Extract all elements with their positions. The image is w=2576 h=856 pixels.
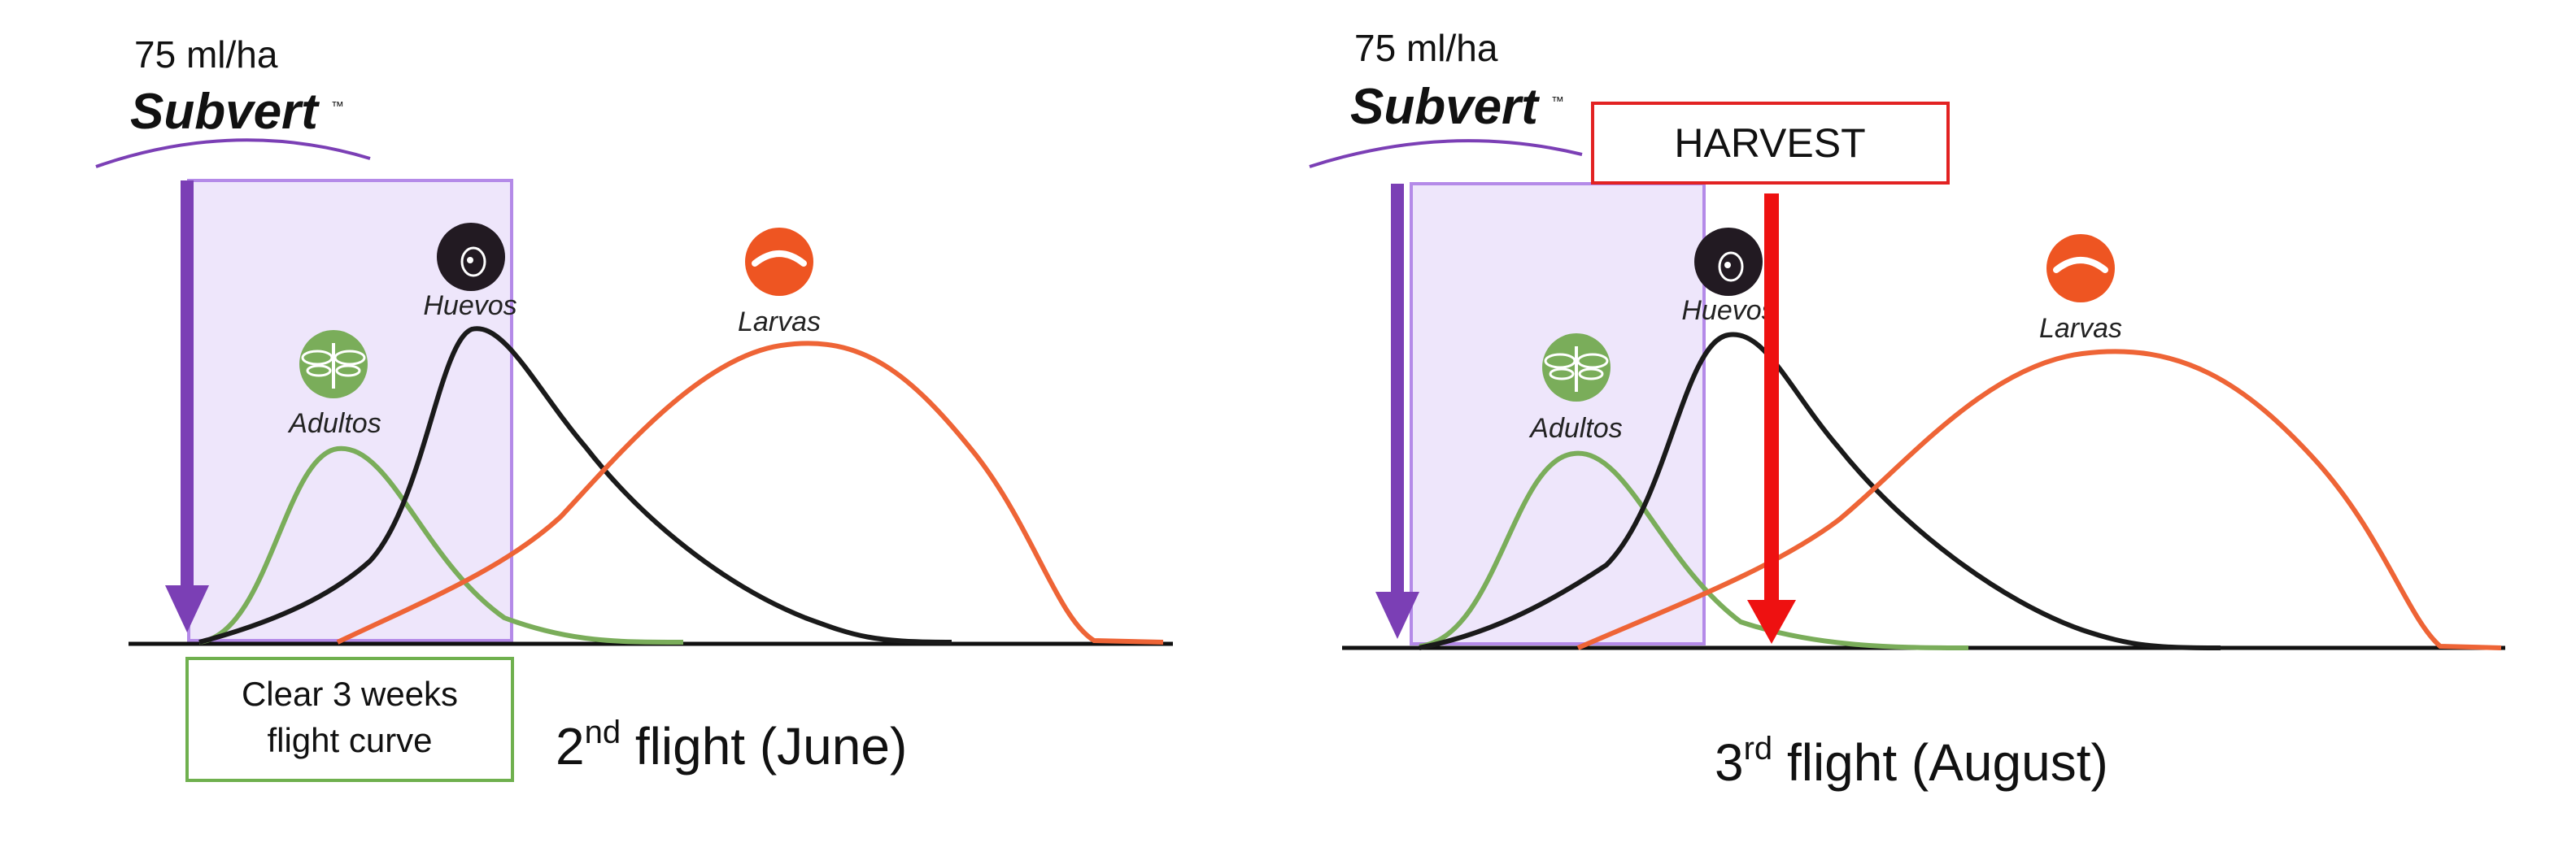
adults-label: Adultos: [287, 408, 381, 439]
eggs-label: Huevos: [423, 290, 517, 321]
brand-swoosh: [95, 138, 371, 168]
panel-2nd-flight: 75 ml/ha Subvert ™ Adultos: [95, 33, 1173, 782]
brand-swoosh: [1309, 139, 1583, 168]
brand-logo: Subvert: [130, 84, 320, 140]
clear-box-line-1: Clear 3 weeks: [242, 675, 458, 713]
adults-curve: [198, 445, 684, 645]
clear-box-line-2: flight curve: [267, 721, 432, 759]
brand-logo: Subvert: [1350, 79, 1540, 135]
harvest-label: HARVEST: [1674, 120, 1865, 166]
flight-number: 3: [1715, 733, 1744, 792]
harvest-arrow-head: [1747, 600, 1796, 644]
clear-box: [185, 657, 514, 782]
flight-caption-rest: flight (August): [1772, 733, 2108, 792]
application-arrow-head: [165, 585, 209, 632]
treatment-window: [1410, 182, 1706, 645]
flight-ordinal-suffix: rd: [1744, 731, 1773, 767]
panel-3rd-flight: 75 ml/ha Subvert ™ Adultos: [1309, 27, 2505, 792]
adults-curve: [1419, 450, 1969, 650]
larvae-label: Larvas: [2039, 313, 2122, 344]
egg-icon: [437, 223, 505, 291]
flight-caption-rest: flight (June): [621, 717, 907, 776]
dragonfly-icon: [299, 330, 368, 398]
dose-label: 75 ml/ha: [134, 33, 278, 76]
larva-icon: [2046, 234, 2115, 302]
egg-icon: [1694, 228, 1763, 296]
application-arrow-head: [1375, 592, 1419, 639]
larvae-label: Larvas: [738, 306, 821, 337]
flight-number: 2: [556, 717, 585, 776]
dragonfly-icon: [1542, 333, 1611, 402]
flight-caption: 2nd flight (June): [556, 715, 907, 776]
harvest-box: [1591, 102, 1950, 185]
dose-label: 75 ml/ha: [1354, 27, 1498, 69]
larva-icon: [745, 228, 813, 296]
flight-caption: 3rd flight (August): [1715, 731, 2108, 792]
adults-label: Adultos: [1528, 413, 1622, 444]
eggs-label: Huevos: [1681, 295, 1775, 326]
larvae-curve: [336, 341, 1164, 645]
trademark-mark: ™: [1551, 95, 1564, 109]
flight-ordinal-suffix: nd: [585, 715, 621, 750]
trademark-mark: ™: [331, 100, 344, 114]
eggs-curve: [198, 326, 952, 645]
